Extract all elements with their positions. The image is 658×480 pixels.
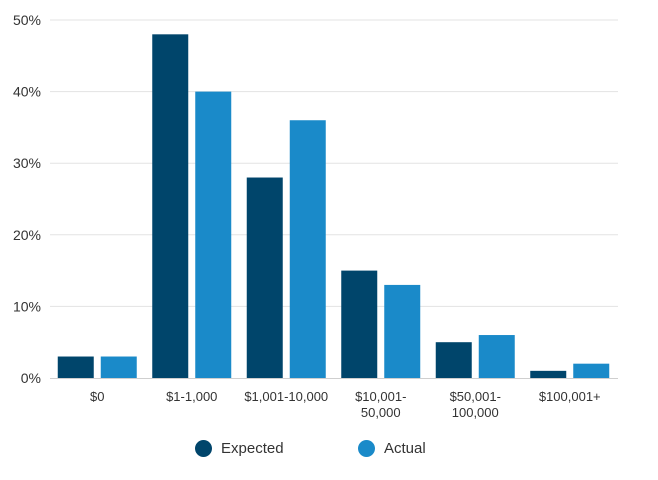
bar-expected-1[interactable] [152,34,189,378]
bar-actual-2[interactable] [289,120,326,379]
x-tick-label: $50,001- [450,389,501,404]
x-tick-label: $100,001+ [539,389,601,404]
legend-item-expected[interactable]: Expected [195,436,284,460]
x-tick-label: $1-1,000 [166,389,217,404]
x-tick-label: $0 [90,389,104,404]
y-tick-label: 50% [13,12,41,28]
legend: Expected Actual [0,436,658,460]
bars [57,34,610,379]
expected-swatch-icon [195,439,212,457]
bar-chart: 0% 10% 20% 30% 40% 50% $0 $1-1,000 $1,001-10,00… [13,12,618,420]
actual-swatch-icon [358,439,375,457]
y-tick-label: 0% [21,370,41,386]
y-tick-label: 30% [13,155,41,171]
x-axis: $0 $1-1,000 $1,001-10,000 $10,001-50,000 $50… [90,389,601,420]
bar-actual-5[interactable] [573,363,610,378]
legend-item-actual[interactable]: Actual [358,436,426,460]
bar-actual-3[interactable] [384,284,421,378]
gridlines [50,19,618,307]
legend-label-actual: Actual [384,439,426,457]
bar-actual-0[interactable] [100,356,137,378]
y-tick-label: 10% [13,298,41,314]
y-tick-label: 40% [13,84,41,100]
x-tick-label: $1,001-10,000 [244,389,328,404]
x-tick-label: 50,000 [361,405,401,420]
bar-expected-5[interactable] [530,370,567,378]
bar-expected-2[interactable] [246,177,283,378]
bar-expected-0[interactable] [57,356,94,378]
x-tick-label: $10,001- [355,389,406,404]
y-axis: 0% 10% 20% 30% 40% 50% [13,12,41,386]
bar-actual-4[interactable] [478,335,515,378]
legend-label-expected: Expected [221,439,284,457]
y-tick-label: 20% [13,227,41,243]
bar-expected-4[interactable] [435,342,472,378]
bar-expected-3[interactable] [341,270,378,378]
x-tick-label: 100,000 [452,405,499,420]
bar-actual-1[interactable] [195,91,232,378]
